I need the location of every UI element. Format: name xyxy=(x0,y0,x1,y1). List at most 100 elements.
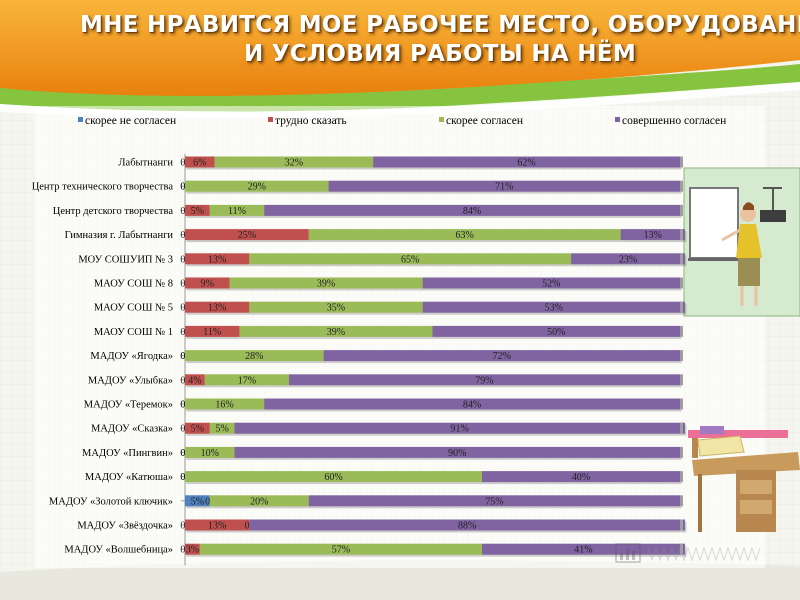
bar-segment xyxy=(185,543,200,555)
bar-end-cap xyxy=(680,253,683,265)
bar-end-cap xyxy=(680,374,683,386)
data-label: 13% xyxy=(208,254,226,265)
legend-swatch xyxy=(268,117,273,122)
data-label: 23% xyxy=(619,254,637,265)
legend-label: совершенно согласен xyxy=(622,115,726,127)
bar-end-cap xyxy=(680,180,683,192)
category-label: МАОУ СОШ № 8 xyxy=(94,279,173,290)
category-label: МАОУ СОШ № 5 xyxy=(94,303,173,314)
data-label: 32% xyxy=(285,158,303,169)
bar-segment xyxy=(620,229,685,241)
data-label: 17% xyxy=(238,375,256,386)
data-label: 5% xyxy=(191,424,204,435)
bar-segment xyxy=(185,277,230,289)
data-label: 11% xyxy=(203,327,221,338)
bar-segment xyxy=(308,495,680,507)
data-label: 65% xyxy=(401,254,419,265)
green-swoosh xyxy=(0,64,800,112)
bar-segment xyxy=(229,277,423,289)
category-label: МАДОУ «Золотой ключик» xyxy=(49,496,173,507)
data-label: 11% xyxy=(228,206,246,217)
category-label: Гимназия г. Лабытнанги xyxy=(65,230,174,241)
bar-segment xyxy=(482,471,680,483)
bar-segment xyxy=(249,519,685,531)
bar-segment xyxy=(185,471,482,483)
legend-label: скорее согласен xyxy=(446,115,523,127)
legend-label: скорее не согласен xyxy=(85,115,176,127)
category-label: МАДОУ «Катюша» xyxy=(85,472,173,483)
bar-end-cap xyxy=(680,350,683,362)
bar-segment xyxy=(249,301,423,313)
category-label: МАДОУ «Теремок» xyxy=(84,400,173,411)
category-label: Центр технического творчества xyxy=(32,182,174,193)
data-label: 62% xyxy=(517,158,535,169)
bar-segment xyxy=(288,374,680,386)
chart-watermark-icon xyxy=(615,543,761,563)
bar-segment xyxy=(264,398,680,410)
bar-end-cap xyxy=(680,495,683,507)
bar-segment xyxy=(209,495,309,507)
slide-title-line-2: И УСЛОВИЯ РАБОТЫ НА НЁМ xyxy=(243,41,637,67)
data-label: 88% xyxy=(458,521,476,532)
bar-end-cap xyxy=(680,204,683,216)
category-label: МАДОУ «Звёздочка» xyxy=(77,521,173,532)
data-label: 13% xyxy=(208,521,226,532)
bar-end-cap xyxy=(680,471,683,483)
data-label: 10% xyxy=(201,448,219,459)
bar-segment xyxy=(308,229,621,241)
bar-segment xyxy=(234,446,680,458)
data-label: 13% xyxy=(208,303,226,314)
bar-end-cap xyxy=(680,543,683,555)
bar-segment xyxy=(323,350,680,362)
bar-end-cap xyxy=(680,277,683,289)
bar-segment xyxy=(185,229,309,241)
teacher-illustration xyxy=(683,167,800,317)
bar-segment xyxy=(422,277,680,289)
data-label: 5% xyxy=(191,496,204,507)
bar-end-cap xyxy=(680,325,683,337)
category-label: МОУ СОШУИП № 3 xyxy=(78,254,173,265)
legend-swatch xyxy=(78,117,83,122)
category-label: Центр детского творчества xyxy=(53,206,174,217)
data-label: 57% xyxy=(332,545,350,556)
data-label: 52% xyxy=(542,279,560,290)
title-band xyxy=(0,0,800,98)
desk-illustration xyxy=(688,426,800,532)
data-label: 6% xyxy=(193,158,206,169)
bar-segment xyxy=(185,398,265,410)
data-label: 41% xyxy=(574,545,592,556)
bar-end-cap xyxy=(680,301,683,313)
bar-segment xyxy=(185,325,240,337)
data-label: 71% xyxy=(495,182,513,193)
data-label: 63% xyxy=(456,230,474,241)
data-label: 3% xyxy=(186,545,199,556)
data-label: 72% xyxy=(493,351,511,362)
data-label: 90% xyxy=(448,448,466,459)
bar-segment xyxy=(199,543,482,555)
bar-segment xyxy=(185,253,250,265)
bar-segment xyxy=(185,519,250,531)
bar-end-cap xyxy=(680,398,683,410)
data-label: 28% xyxy=(245,351,263,362)
legend-label: трудно сказать xyxy=(275,115,347,127)
bar-segment xyxy=(185,204,210,216)
data-label: 50% xyxy=(547,327,565,338)
bar-segment xyxy=(185,495,210,507)
data-label: 20% xyxy=(250,496,268,507)
data-label: 29% xyxy=(248,182,266,193)
data-label: 79% xyxy=(475,375,493,386)
bar-segment xyxy=(422,301,685,313)
bar-end-cap xyxy=(680,519,683,531)
data-label: 13% xyxy=(644,230,662,241)
bar-segment xyxy=(185,422,210,434)
bar-segment xyxy=(249,253,572,265)
bar-segment xyxy=(209,422,235,434)
bar-segment xyxy=(185,156,215,168)
data-label: 5% xyxy=(215,424,228,435)
category-label: МАДОУ «Ягодка» xyxy=(90,351,173,362)
data-label: 84% xyxy=(463,206,481,217)
legend-swatch xyxy=(439,117,444,122)
bar-segment xyxy=(214,156,374,168)
bar-segment xyxy=(373,156,680,168)
